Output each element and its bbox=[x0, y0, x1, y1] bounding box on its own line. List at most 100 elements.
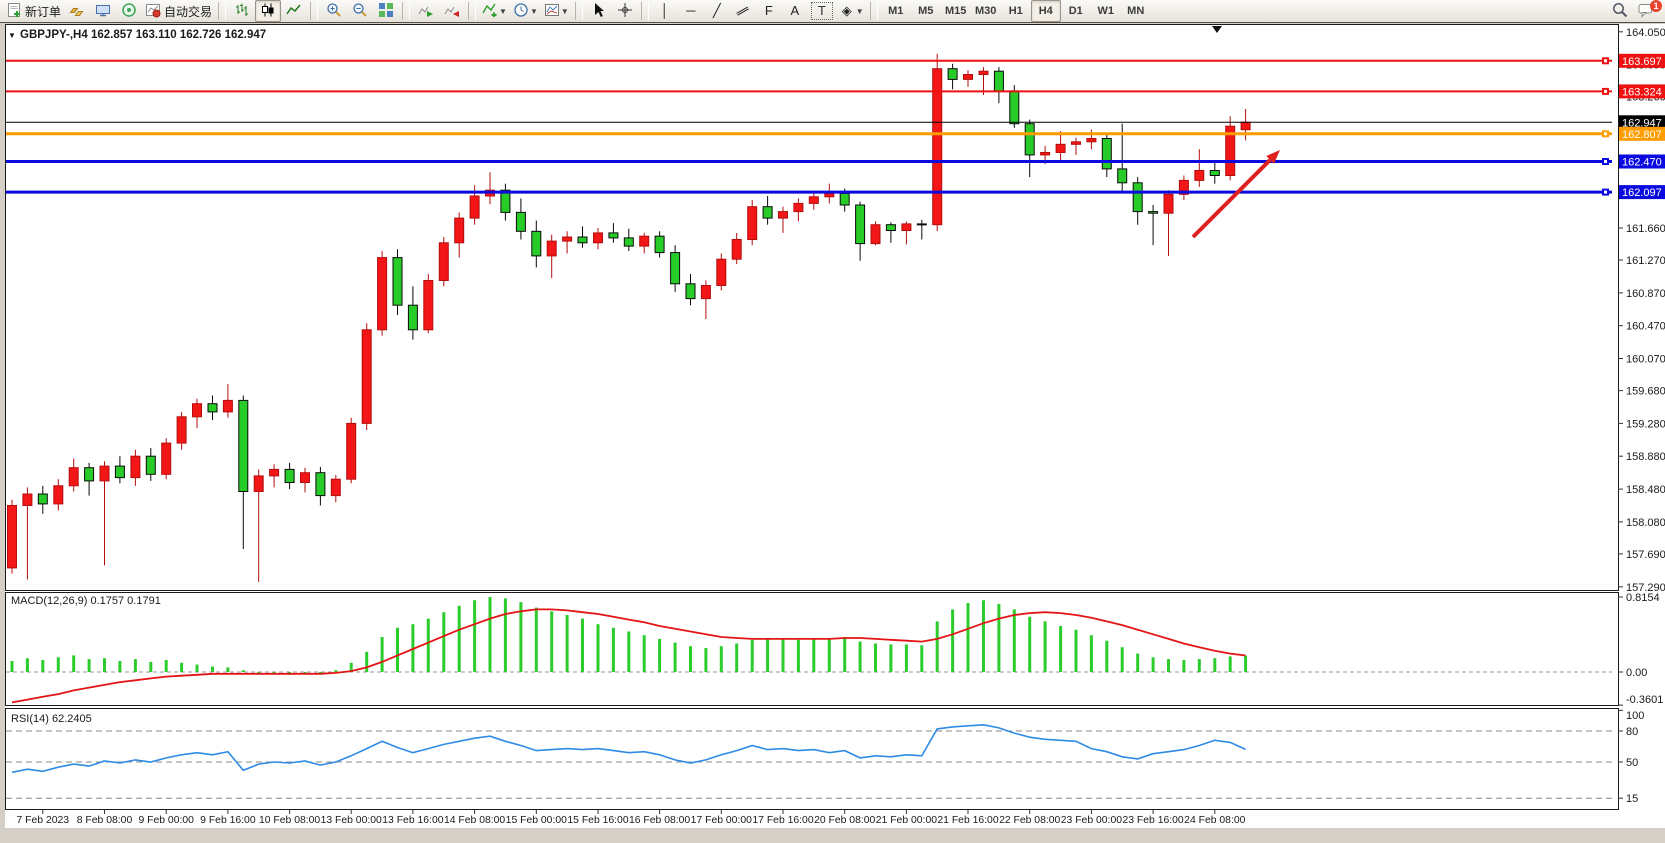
equidistant-channel-button[interactable]: ∥ bbox=[730, 0, 756, 22]
zoom-out-button[interactable] bbox=[347, 0, 373, 22]
auto-scroll-button[interactable] bbox=[413, 0, 439, 22]
new-order-button[interactable]: 新订单 bbox=[3, 0, 64, 22]
zoom-in-icon bbox=[326, 2, 342, 21]
macd-histogram-bar bbox=[103, 658, 106, 672]
macd-histogram-bar bbox=[56, 657, 60, 672]
macd-histogram-bar bbox=[1028, 616, 1032, 672]
macd-histogram-bar bbox=[1167, 659, 1170, 672]
shapes-icon: ◈ bbox=[841, 3, 852, 18]
macd-histogram-bar bbox=[380, 637, 384, 672]
horizontal-line-button[interactable]: ─ bbox=[678, 0, 704, 22]
toolbar-button-label: 新订单 bbox=[25, 4, 62, 19]
macd-histogram-bar bbox=[318, 672, 322, 673]
svg-text:16 Feb 08:00: 16 Feb 08:00 bbox=[629, 815, 690, 826]
chart-shift-icon bbox=[444, 2, 460, 21]
svg-text:7 Feb 2023: 7 Feb 2023 bbox=[17, 815, 70, 826]
timeframe-h4-button[interactable]: H4 bbox=[1030, 0, 1061, 22]
macd-histogram-bar bbox=[874, 643, 877, 672]
svg-text:20 Feb 08:00: 20 Feb 08:00 bbox=[814, 815, 875, 826]
svg-text:9 Feb 16:00: 9 Feb 16:00 bbox=[200, 815, 256, 826]
macd-histogram-bar bbox=[195, 664, 199, 672]
terminal-button[interactable] bbox=[90, 0, 116, 22]
macd-histogram-bar bbox=[133, 659, 137, 672]
timeframe-h1-button[interactable]: H1 bbox=[1008, 5, 1023, 17]
chart-shift-button[interactable] bbox=[439, 0, 465, 22]
macd-histogram-bar bbox=[596, 624, 600, 672]
chart-title: GBPJPY-,H4 162.857 163.110 162.726 162.9… bbox=[20, 29, 266, 41]
time-axis: 7 Feb 2023 8 Feb 08:00 9 Feb 00:00 9 Feb 16… bbox=[17, 810, 1246, 826]
macd-histogram-bar bbox=[534, 607, 538, 672]
periods-button[interactable]: ▼ bbox=[510, 0, 541, 22]
bars-chart-button[interactable] bbox=[229, 0, 255, 22]
zoom-in-button[interactable] bbox=[321, 0, 347, 22]
macd-histogram-bar bbox=[257, 672, 261, 673]
svg-text:14 Feb 08:00: 14 Feb 08:00 bbox=[444, 815, 505, 826]
svg-text:13 Feb 16:00: 13 Feb 16:00 bbox=[382, 815, 443, 826]
vertical-line-icon: │ bbox=[660, 3, 669, 18]
svg-text:162.097: 162.097 bbox=[1622, 187, 1662, 199]
macd-histogram-bar bbox=[827, 638, 831, 672]
chart-shift-marker-icon[interactable] bbox=[1212, 26, 1222, 33]
horizontal-line-icon: ─ bbox=[686, 3, 696, 18]
templates-button[interactable]: ▼ bbox=[541, 0, 572, 22]
vertical-line-button[interactable]: │ bbox=[652, 0, 678, 22]
main-toolbar: 新订单 自动交易 ▼ ▼ ▼ │ ─ ╱ ∥ F A T ◈ ▼ M1 M5 M15 M30 H1 H4 D1 W1 MN 1 bbox=[0, 0, 1665, 23]
candlestick-chart-button[interactable] bbox=[255, 0, 282, 22]
timeframe-m15-button[interactable]: M15 bbox=[945, 5, 967, 17]
fibonacci-button[interactable]: F bbox=[756, 0, 782, 22]
chart-collapse-icon[interactable]: ▼ bbox=[8, 31, 16, 40]
price-label-163.697: 163.697 bbox=[1619, 53, 1665, 68]
macd-histogram-bar bbox=[1089, 635, 1093, 672]
trendline-button[interactable]: ╱ bbox=[704, 0, 730, 22]
macd-histogram-bar bbox=[735, 643, 739, 672]
toolbar-separator bbox=[310, 2, 319, 20]
text-label-icon: T bbox=[810, 2, 833, 20]
macd-histogram-bar bbox=[611, 627, 615, 672]
chart-canvas[interactable]: 164.050163.650163.260162.860162.470162.0… bbox=[0, 24, 1665, 838]
timeframe-m30-button[interactable]: M30 bbox=[975, 5, 997, 17]
templates-icon bbox=[544, 2, 560, 21]
price-label-162.470: 162.470 bbox=[1619, 154, 1665, 169]
svg-text:15 Feb 16:00: 15 Feb 16:00 bbox=[567, 815, 628, 826]
text-label-button[interactable]: T bbox=[808, 0, 836, 22]
timeframe-m5-button[interactable]: M5 bbox=[918, 5, 934, 17]
price-label-163.324: 163.324 bbox=[1619, 84, 1665, 99]
search-button[interactable] bbox=[1607, 0, 1633, 22]
annotation-arrow[interactable] bbox=[1191, 150, 1280, 239]
timeframe-mn-button[interactable]: MN bbox=[1127, 5, 1145, 17]
cursor-button[interactable] bbox=[586, 0, 612, 22]
macd-histogram-bar bbox=[889, 644, 893, 672]
timeframe-w1-button[interactable]: W1 bbox=[1097, 5, 1114, 17]
notification-count-badge: 1 bbox=[1650, 0, 1662, 12]
svg-text:160.870: 160.870 bbox=[1626, 288, 1665, 300]
macd-histogram-bar bbox=[164, 660, 168, 672]
line-chart-button[interactable] bbox=[281, 0, 307, 22]
trendline-icon: ╱ bbox=[712, 3, 721, 18]
macd-histogram-bar bbox=[365, 651, 369, 672]
text-button[interactable]: A bbox=[782, 0, 808, 22]
macd-histogram-bar bbox=[565, 615, 569, 672]
svg-text:15: 15 bbox=[1626, 793, 1638, 805]
timeframe-d1-button[interactable]: D1 bbox=[1068, 5, 1083, 17]
shapes-button[interactable]: ◈ ▼ bbox=[836, 0, 867, 22]
timeframe-m1-button[interactable]: M1 bbox=[888, 5, 904, 17]
chart-window[interactable]: 164.050163.650163.260162.860162.470162.0… bbox=[0, 24, 1665, 838]
price-label-162.097: 162.097 bbox=[1619, 185, 1665, 200]
crosshair-button[interactable] bbox=[612, 0, 638, 22]
tile-windows-button[interactable] bbox=[373, 0, 399, 22]
macd-histogram-bar bbox=[226, 667, 230, 672]
macd-histogram-bar bbox=[87, 659, 91, 672]
macd-histogram-bar bbox=[1120, 647, 1124, 672]
candlestick-series bbox=[7, 53, 1251, 582]
crosshair-icon bbox=[617, 2, 633, 21]
macd-histogram-bar bbox=[966, 603, 970, 672]
indicators-button[interactable]: ▼ bbox=[479, 0, 510, 22]
macd-histogram-bar bbox=[349, 662, 353, 672]
notifications-button[interactable]: 1 bbox=[1633, 0, 1662, 22]
svg-text:163.697: 163.697 bbox=[1622, 56, 1662, 68]
autotrade-button[interactable]: 自动交易 bbox=[142, 0, 215, 22]
signal-button[interactable] bbox=[116, 0, 142, 22]
gold-button[interactable] bbox=[64, 0, 90, 22]
macd-histogram-bar bbox=[503, 598, 507, 672]
